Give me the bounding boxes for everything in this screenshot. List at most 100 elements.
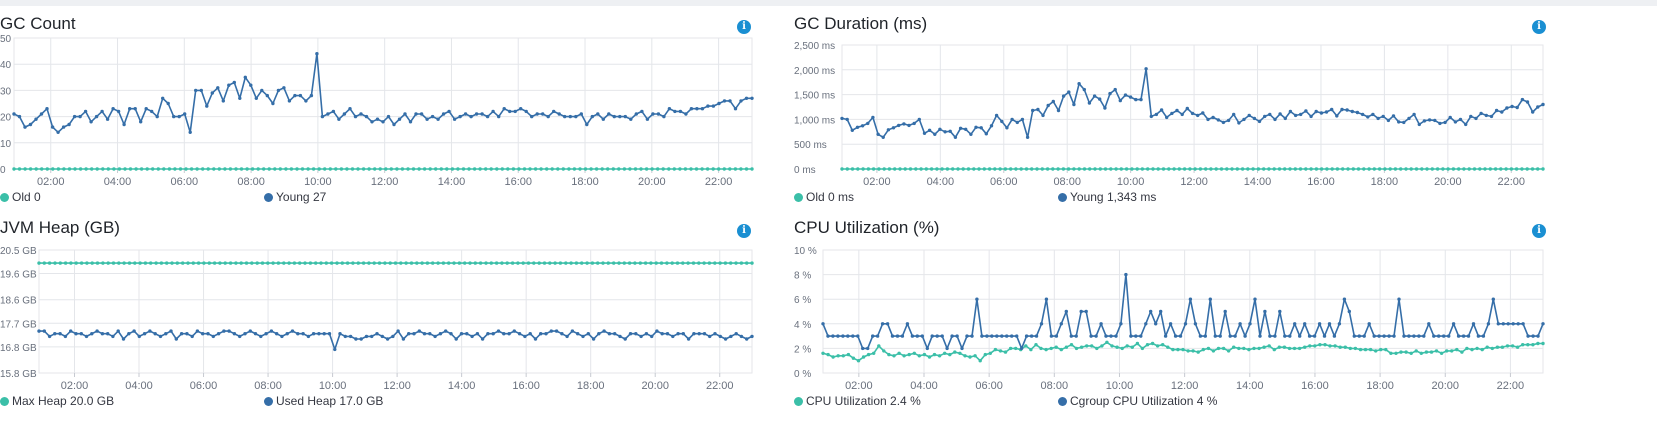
data-point [430,114,435,119]
data-point [1206,117,1210,122]
data-point [1500,345,1505,349]
data-point [343,334,347,339]
data-point [611,167,615,171]
data-point [960,346,964,351]
data-point [359,337,363,341]
data-point [254,96,258,101]
data-point [846,334,850,338]
data-point [694,167,699,171]
legend-used-heap[interactable]: Used Heap 17.0 GB [264,394,383,408]
data-point [681,332,685,336]
data-point [1003,167,1008,171]
data-point [212,261,217,265]
data-point [882,167,886,171]
data-point [1242,117,1246,122]
data-point [1010,117,1014,122]
data-point [250,167,255,171]
info-icon[interactable]: i [1532,20,1546,34]
data-point [72,114,77,119]
series-points-0 [840,167,1545,171]
data-point [569,261,573,265]
data-point [1025,135,1030,139]
data-point [90,332,94,336]
data-point [667,107,672,111]
data-point [708,334,712,339]
x-tick-label: 10:00 [1117,176,1145,188]
data-point [1493,167,1498,171]
data-point [37,329,41,333]
data-point [1412,334,1416,338]
data-point [1100,344,1104,348]
info-icon[interactable]: i [737,224,751,238]
data-point [1103,106,1107,110]
data-point [583,167,588,171]
data-point [403,112,407,116]
data-point [1044,347,1048,352]
data-point [728,167,732,171]
data-point [629,117,633,121]
legend-max-heap[interactable]: Max Heap 20.0 GB [0,394,114,408]
data-point [406,167,410,171]
legend-cpu[interactable]: CPU Utilization 2.4 % [794,394,921,408]
data-point [958,126,963,130]
x-tick-label: 10:00 [319,380,347,392]
data-point [651,112,655,116]
data-point [395,167,399,171]
data-point [356,167,360,171]
data-point [1019,346,1024,351]
data-point [111,107,115,111]
data-point [222,329,226,333]
data-point [1223,309,1227,314]
info-icon[interactable]: i [1532,224,1546,238]
data-point [356,261,360,265]
data-point [1504,167,1508,171]
data-point [1327,322,1332,326]
data-point [56,167,61,171]
data-point [1059,347,1063,352]
data-point [1110,344,1114,348]
legend-cgroup-cpu[interactable]: Cgroup CPU Utilization 4 % [1058,394,1217,408]
data-point [1525,167,1529,171]
data-point [169,329,173,333]
data-point [1129,334,1133,338]
data-point [1461,334,1466,338]
data-point [541,112,545,116]
data-point [320,114,325,119]
data-point [154,261,158,265]
data-point [1105,340,1109,344]
data-point [348,334,353,339]
data-point [1242,346,1246,351]
y-tick-label: 0 % [794,369,811,380]
data-point [478,261,483,265]
legend-young[interactable]: Young 1,343 ms [1058,190,1156,204]
data-point [174,337,178,341]
data-point [407,332,411,336]
info-icon[interactable]: i [737,20,751,34]
data-point [880,322,885,326]
data-point [1059,322,1063,326]
data-point [401,337,406,341]
data-point [861,346,865,351]
data-point [463,261,467,265]
legend-old[interactable]: Old 0 ms [794,190,854,204]
data-point [519,107,523,111]
data-point [101,261,105,265]
data-point [1330,107,1334,112]
data-point [1283,167,1287,171]
data-point [871,334,875,338]
data-point [1024,167,1029,171]
data-point [132,329,136,333]
data-point [1381,114,1385,119]
data-point [1009,167,1013,171]
data-point [1510,344,1515,348]
data-point [100,109,104,114]
legend-old[interactable]: Old 0 [0,190,41,204]
data-point [1318,343,1322,347]
data-point [159,261,164,265]
data-point [875,334,880,338]
data-point [659,261,664,265]
data-point [526,261,531,265]
data-point [500,167,504,171]
legend-young[interactable]: Young 27 [264,190,326,204]
data-point [23,125,27,129]
